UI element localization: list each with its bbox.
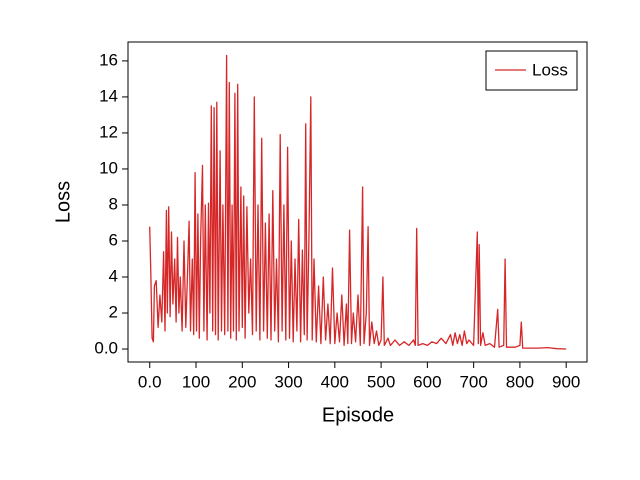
y-tick-label: 0.0 <box>94 339 118 358</box>
y-tick-label: 8 <box>109 194 118 213</box>
x-tick-label: 200 <box>228 372 256 391</box>
y-tick-label: 4 <box>109 266 118 285</box>
y-tick-label: 14 <box>99 86 118 105</box>
y-tick-label: 12 <box>99 122 118 141</box>
y-axis-title: Loss <box>52 181 74 223</box>
x-tick-label: 300 <box>274 372 302 391</box>
y-tick-label: 10 <box>99 158 118 177</box>
loss-line <box>149 54 567 350</box>
y-tick-label: 16 <box>99 50 118 69</box>
x-tick-label: 100 <box>182 372 210 391</box>
x-tick-label: 700 <box>459 372 487 391</box>
x-tick-label: 500 <box>367 372 395 391</box>
y-tick-label: 2 <box>109 303 118 322</box>
plot-frame <box>127 41 588 363</box>
x-tick-label: 0.0 <box>138 372 162 391</box>
x-tick-label: 400 <box>321 372 349 391</box>
x-tick-label: 800 <box>506 372 534 391</box>
x-axis-title: Episode <box>322 404 394 426</box>
x-tick-label: 900 <box>552 372 580 391</box>
legend-label: Loss <box>532 60 568 79</box>
y-tick-label: 6 <box>109 230 118 249</box>
x-tick-label: 600 <box>413 372 441 391</box>
